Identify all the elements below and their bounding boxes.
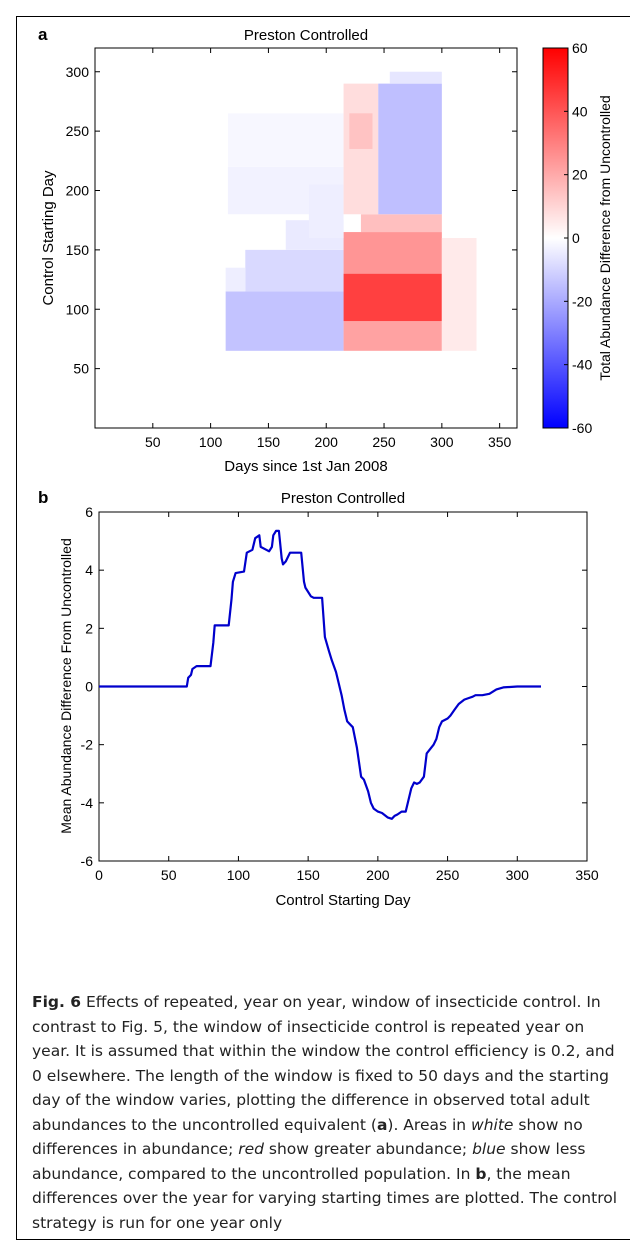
caption-blue: blue	[472, 1140, 506, 1158]
panel-label-b: b	[38, 488, 48, 507]
x-tick-label: 100	[199, 434, 223, 450]
caption-text-3: show no differences in abundance;	[32, 1115, 583, 1159]
colorbar-tick-label: 20	[572, 167, 588, 183]
colorbar-label: Total Abundance Difference from Uncontro…	[597, 95, 613, 380]
series-line	[99, 529, 541, 820]
x-tick-label: 50	[145, 434, 161, 450]
heatmap-axes-box	[94, 47, 518, 429]
heatmap-cell	[360, 214, 442, 233]
heatmap-cell	[225, 291, 344, 351]
x-tick-label: 0	[95, 867, 103, 883]
heatmap-cell	[227, 113, 344, 167]
caption-text-6: , the mean differences over the year for…	[32, 1164, 618, 1232]
linechart-axes: 0 50 100 150 200 250 300 350 6 4 2 0 -2 -4 -6	[81, 504, 599, 883]
heatmap-title: Preston Controlled	[244, 27, 368, 44]
x-tick-label: 350	[488, 434, 512, 450]
heatmap-cell	[225, 267, 246, 292]
caption-red: red	[238, 1140, 264, 1158]
y-tick-label: 4	[85, 562, 93, 578]
colorbar-tick-label: -20	[572, 293, 592, 309]
x-tick-label: 100	[227, 867, 251, 883]
caption-text-4: show greater abundance;	[263, 1140, 473, 1158]
y-tick-label: 50	[73, 361, 89, 377]
caption-text-1: Effects of repeated, year on year, windo…	[32, 993, 615, 1134]
heatmap-cell	[343, 273, 442, 322]
y-tick-label: 300	[66, 64, 90, 80]
heatmap-cell	[343, 321, 442, 351]
colorbar-tick-label: -40	[572, 357, 592, 373]
y-tick-label: -6	[81, 853, 94, 869]
caption-text-5: show less abundance, compared to the unc…	[32, 1140, 586, 1183]
heatmap-cells	[225, 71, 477, 351]
colorbar-tick-label: -60	[572, 420, 592, 436]
y-tick-label: 6	[85, 504, 93, 520]
linechart-ylabel: Mean Abundance Difference From Uncontrol…	[58, 538, 74, 833]
y-tick-label: 250	[66, 123, 90, 139]
x-tick-label: 50	[161, 867, 177, 883]
heatmap-cell	[441, 238, 477, 351]
heatmap-cell	[378, 83, 442, 215]
x-tick-label: 200	[366, 867, 390, 883]
colorbar-tick-label: 60	[572, 40, 588, 56]
figure-caption: Fig. 6 Effects of repeated, year on year…	[32, 990, 622, 1235]
y-tick-label: 2	[85, 620, 93, 636]
y-tick-label: 200	[66, 183, 90, 199]
colorbar-tick-label: 0	[572, 230, 580, 246]
x-tick-label: 250	[372, 434, 396, 450]
heatmap-cell	[343, 232, 442, 274]
caption-fig-label: Fig. 6	[32, 993, 82, 1011]
heatmap-xlabel: Days since 1st Jan 2008	[224, 458, 387, 475]
heatmap-cell	[245, 249, 344, 292]
colorbar	[542, 47, 569, 429]
figure-svg: a Preston Controlled 50 100 150 200 250 300 35…	[38, 25, 613, 909]
heatmap-axes: 50 100 150 200 250 300 350 50 100 150 200 250 300	[66, 48, 517, 450]
caption-ref-a: a	[376, 1115, 388, 1134]
x-tick-label: 200	[315, 434, 339, 450]
y-tick-label: 150	[66, 242, 90, 258]
heatmap-cell	[308, 184, 344, 238]
caption-text-2: ). Areas in	[387, 1115, 472, 1134]
linechart-xlabel: Control Starting Day	[275, 892, 411, 909]
colorbar-axis: 60 40 20 0 -20 -40 -60	[564, 40, 592, 436]
x-tick-label: 250	[436, 867, 460, 883]
x-tick-label: 350	[575, 867, 599, 883]
heatmap-cell	[389, 71, 442, 84]
x-tick-label: 300	[506, 867, 530, 883]
linechart-title: Preston Controlled	[281, 490, 405, 507]
heatmap-ylabel: Control Starting Day	[40, 170, 57, 306]
y-tick-label: -2	[81, 737, 94, 753]
y-tick-label: 0	[85, 679, 93, 695]
x-tick-label: 150	[296, 867, 320, 883]
heatmap-cell	[349, 113, 373, 149]
figure-frame	[16, 16, 630, 1240]
panel-label-a: a	[38, 25, 48, 44]
caption-ref-b: b	[475, 1164, 487, 1183]
y-tick-label: 100	[66, 301, 90, 317]
x-tick-label: 150	[257, 434, 281, 450]
colorbar-tick-label: 40	[572, 103, 588, 119]
y-tick-label: -4	[81, 795, 94, 811]
caption-white: white	[471, 1115, 514, 1134]
x-tick-label: 300	[430, 434, 454, 450]
